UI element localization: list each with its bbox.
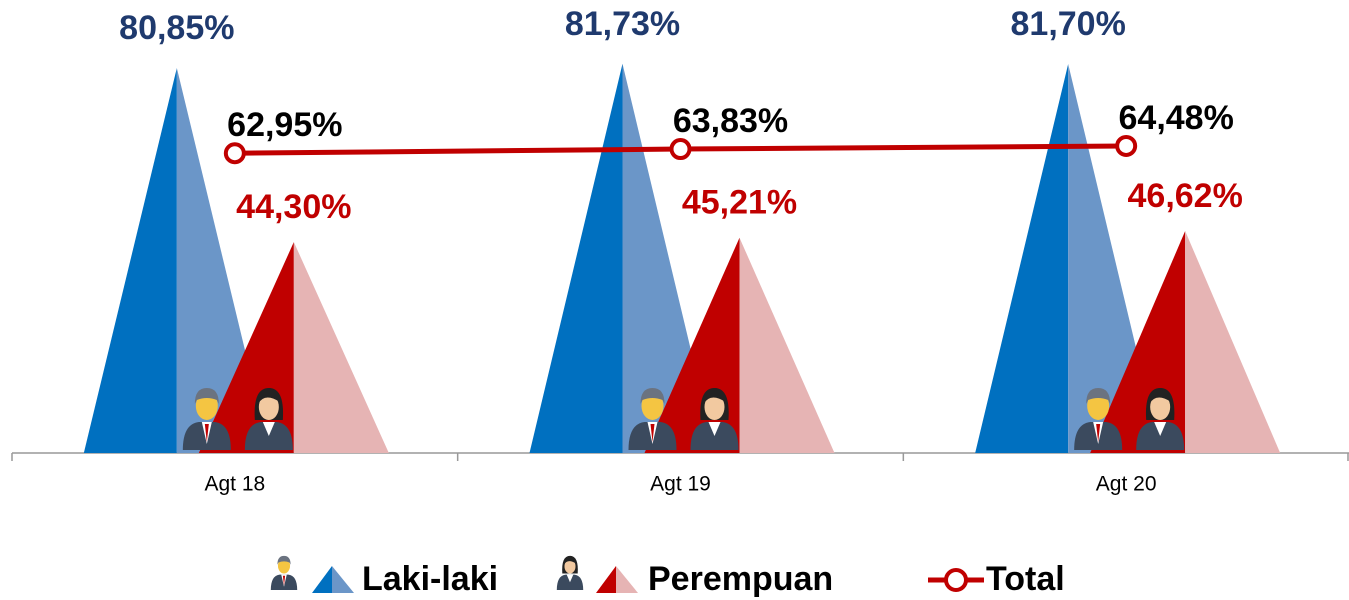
line-marker <box>672 140 690 158</box>
bar-right <box>294 242 389 453</box>
legend-icon <box>596 566 616 593</box>
data-label: 62,95% <box>227 106 342 144</box>
bar-right <box>1185 231 1280 453</box>
legend-icon <box>332 566 354 593</box>
legend-icon <box>557 556 583 590</box>
x-tick-label: Agt 20 <box>1096 473 1157 496</box>
bar-left <box>530 64 623 453</box>
legend-icon <box>271 556 297 590</box>
legend: Laki-laki Perempuan Total <box>271 556 1065 598</box>
legend-icon <box>946 570 966 590</box>
bar-right <box>740 238 835 453</box>
line-marker <box>1117 137 1135 155</box>
chart: 80,85% 81,73% 81,70% 44,30% 45,21% 46,62% 62,9… <box>0 0 1349 600</box>
data-label: 63,83% <box>673 102 788 140</box>
data-label: 44,30% <box>236 188 351 226</box>
data-label: 45,21% <box>682 184 797 222</box>
bar-left <box>84 68 177 453</box>
data-label: 46,62% <box>1128 177 1243 215</box>
x-tick-label: Agt 19 <box>650 473 711 496</box>
data-label: 81,73% <box>565 5 680 43</box>
line-marker <box>226 144 244 162</box>
legend-icon <box>312 566 332 593</box>
data-label: 80,85% <box>119 9 234 47</box>
legend-label: Perempuan <box>648 560 833 598</box>
legend-label: Total <box>986 560 1065 598</box>
plot-area: 80,85% 81,73% 81,70% 44,30% 45,21% 46,62% 62,9… <box>12 5 1349 496</box>
bar-left <box>975 64 1068 453</box>
legend-icon <box>616 566 638 593</box>
legend-label: Laki-laki <box>362 560 498 598</box>
data-label: 81,70% <box>1011 5 1126 43</box>
x-tick-label: Agt 18 <box>204 473 265 496</box>
data-label: 64,48% <box>1119 99 1234 137</box>
